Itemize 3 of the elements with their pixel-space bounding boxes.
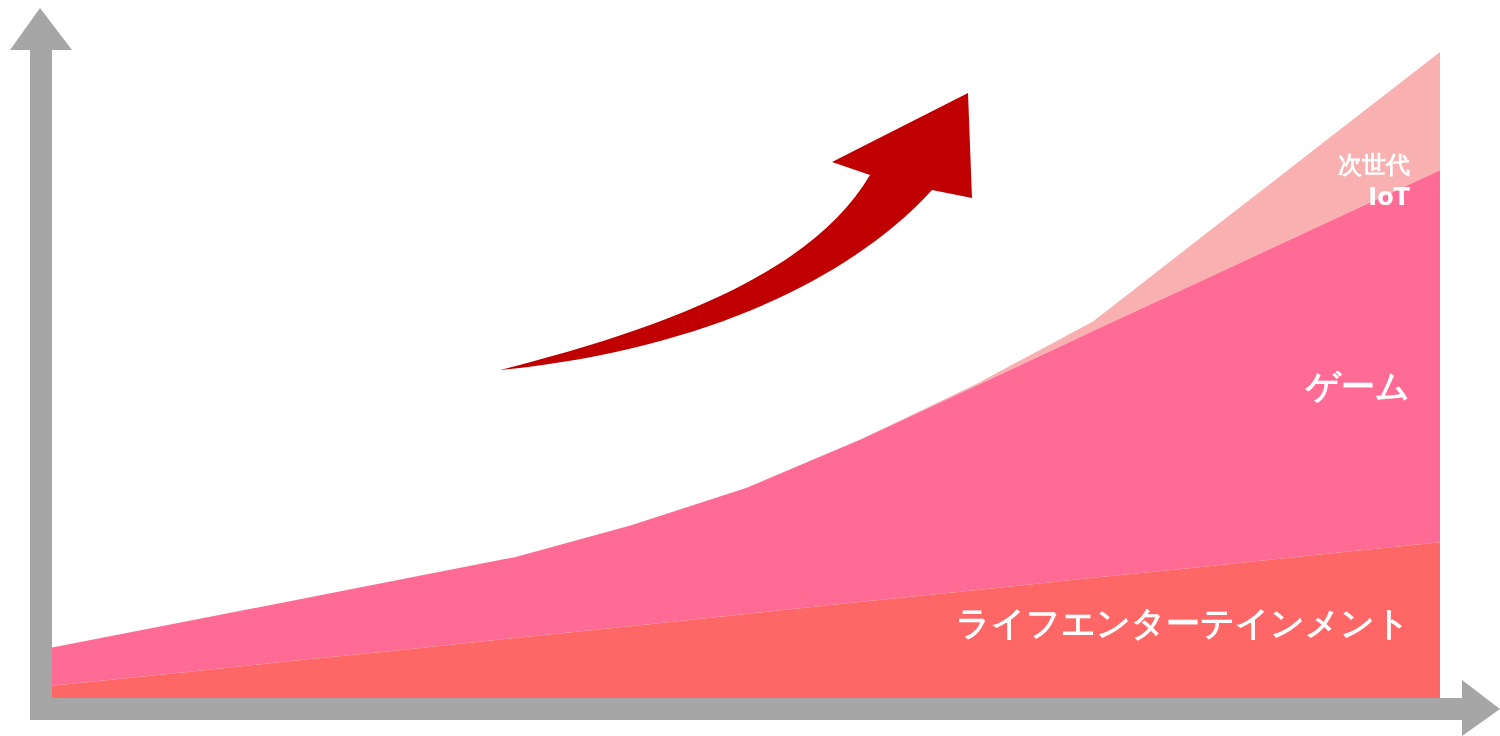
series-label: ライフエンターテインメント bbox=[956, 602, 1410, 643]
series-label: ゲーム bbox=[1305, 365, 1410, 406]
series-label: 次世代 IoT bbox=[1338, 151, 1411, 211]
